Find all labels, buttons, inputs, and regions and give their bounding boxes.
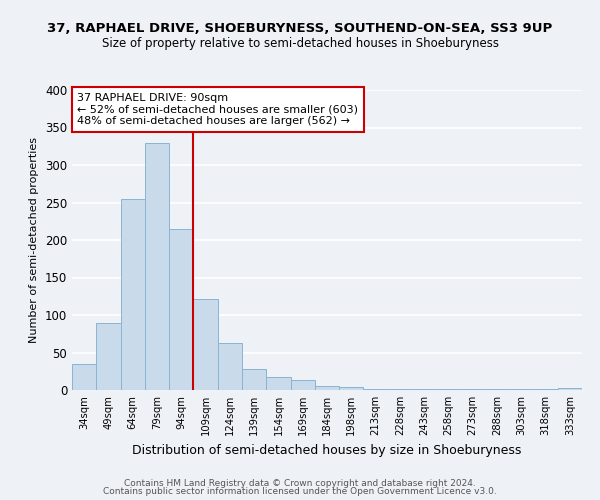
Text: Contains public sector information licensed under the Open Government Licence v3: Contains public sector information licen…	[103, 487, 497, 496]
Text: Contains HM Land Registry data © Crown copyright and database right 2024.: Contains HM Land Registry data © Crown c…	[124, 478, 476, 488]
Bar	[364, 389, 388, 390]
Y-axis label: Number of semi-detached properties: Number of semi-detached properties	[29, 137, 40, 343]
Bar	[412, 389, 436, 390]
Bar	[315, 386, 339, 390]
Bar	[558, 388, 582, 390]
Bar	[290, 380, 315, 390]
Bar	[169, 229, 193, 390]
Text: Size of property relative to semi-detached houses in Shoeburyness: Size of property relative to semi-detach…	[101, 38, 499, 51]
Bar	[121, 198, 145, 390]
Bar	[461, 389, 485, 390]
Bar	[242, 369, 266, 390]
Bar	[266, 376, 290, 390]
Bar	[339, 387, 364, 390]
Bar	[509, 389, 533, 390]
Bar	[96, 322, 121, 390]
Text: 37 RAPHAEL DRIVE: 90sqm
← 52% of semi-detached houses are smaller (603)
48% of s: 37 RAPHAEL DRIVE: 90sqm ← 52% of semi-de…	[77, 93, 358, 126]
Bar	[72, 364, 96, 390]
Bar	[436, 389, 461, 390]
Text: 37, RAPHAEL DRIVE, SHOEBURYNESS, SOUTHEND-ON-SEA, SS3 9UP: 37, RAPHAEL DRIVE, SHOEBURYNESS, SOUTHEN…	[47, 22, 553, 36]
Bar	[193, 298, 218, 390]
X-axis label: Distribution of semi-detached houses by size in Shoeburyness: Distribution of semi-detached houses by …	[133, 444, 521, 456]
Bar	[218, 343, 242, 390]
Bar	[388, 389, 412, 390]
Bar	[145, 142, 169, 390]
Bar	[485, 389, 509, 390]
Bar	[533, 389, 558, 390]
